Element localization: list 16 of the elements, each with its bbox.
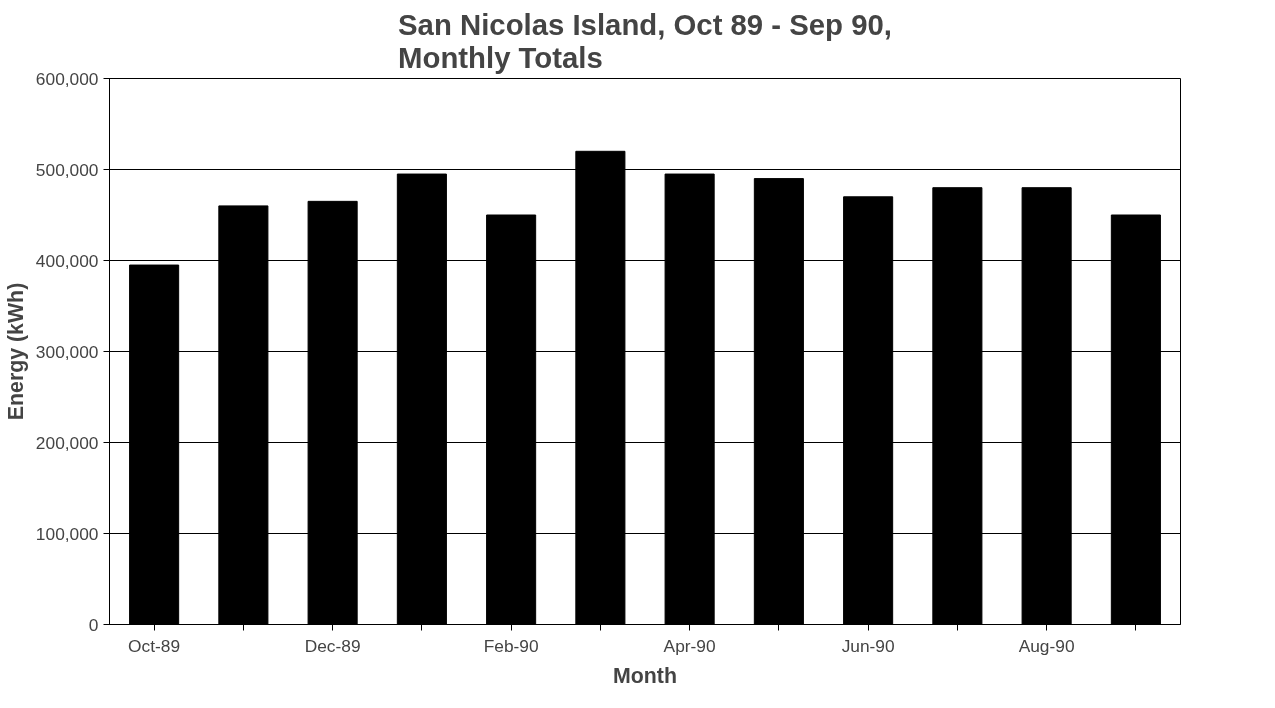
y-tick-label: 300,000 [35,341,99,362]
x-tick-label: Apr-90 [663,635,716,656]
x-tick-label: Jun-90 [841,635,895,656]
y-tick-label: 500,000 [35,159,99,180]
y-tick-label: 600,000 [35,68,99,89]
chart-title: San Nicolas Island, Oct 89 - Sep 90, Monthly Totals [398,7,892,74]
y-axis-title: Energy (kWh) [3,282,28,421]
y-tick-label: 0 [88,614,99,635]
x-tick-label: Oct-89 [128,635,181,656]
x-tick-label: Aug-90 [1018,635,1075,656]
y-tick-label: 200,000 [35,432,99,453]
x-axis-title: Month [613,663,677,688]
y-tick-label: 100,000 [35,523,99,544]
x-tick-label: Feb-90 [483,635,539,656]
x-tick-label: Dec-89 [304,635,361,656]
y-tick-label: 400,000 [35,250,99,271]
